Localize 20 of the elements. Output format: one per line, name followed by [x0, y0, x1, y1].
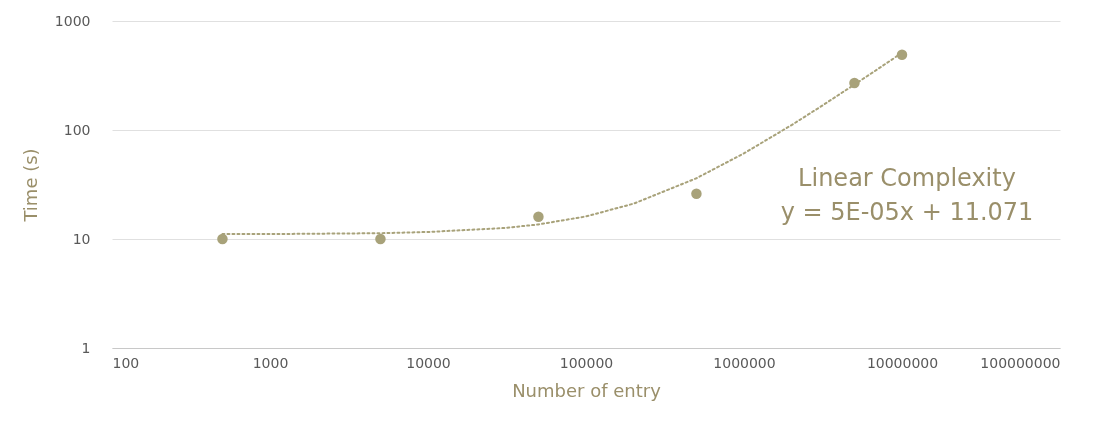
annotation: Linear Complexity — [798, 164, 1016, 192]
point — [533, 211, 544, 222]
y-tick-label: 10 — [72, 230, 91, 247]
x-tick-label: 10000 — [406, 354, 451, 371]
point — [375, 233, 386, 245]
y-tick-label: 100 — [63, 121, 91, 138]
x-tick-label: 100 — [112, 354, 140, 371]
x-tick-label: 1000 — [252, 354, 289, 371]
point — [217, 233, 228, 245]
x-tick-label: 100000000 — [980, 354, 1061, 371]
point — [849, 77, 860, 89]
x-tick-label: 100000 — [559, 354, 614, 371]
point — [691, 188, 702, 199]
x-tick-label: 1000000 — [713, 354, 776, 371]
y-axis-title: Time (s) — [19, 148, 41, 223]
y-tick-label: 1000 — [54, 12, 91, 29]
y-tick-label: 1 — [81, 339, 91, 356]
x-tick-label: 10000000 — [866, 354, 939, 371]
x-axis-title: Number of entry — [512, 379, 662, 401]
annotation: y = 5E-05x + 11.071 — [780, 198, 1034, 226]
